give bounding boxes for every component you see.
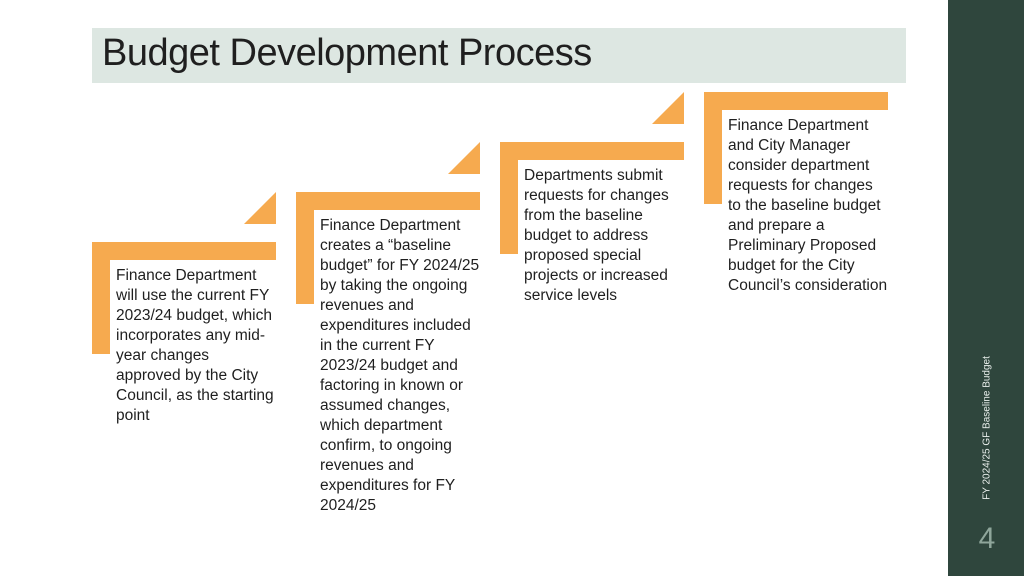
side-panel [948, 0, 1024, 576]
step-2-text: Finance Department creates a “baseline b… [320, 217, 480, 514]
step-2-post [296, 192, 314, 304]
step-1-post [92, 242, 110, 354]
step-4-text: Finance Department and City Manager cons… [728, 117, 888, 294]
step-4-bar [704, 92, 888, 110]
step-3-post [500, 142, 518, 254]
step-3-text: Departments submit requests for changes … [524, 167, 669, 304]
step-1-bar [92, 242, 276, 260]
footer-label: FY 2024/25 GF Baseline Budget [981, 356, 993, 500]
step-1-arrow-tip [244, 192, 276, 224]
title-bar: Budget Development Process [92, 28, 906, 83]
step-2-arrow-tip [448, 142, 480, 174]
page-title: Budget Development Process [102, 32, 592, 74]
page-number: 4 [978, 522, 996, 555]
step-2-bar [296, 192, 480, 210]
step-4-post [704, 92, 722, 204]
step-1-text: Finance Department will use the current … [116, 267, 274, 424]
step-3-arrow-tip [652, 92, 684, 124]
step-3-bar [500, 142, 684, 160]
